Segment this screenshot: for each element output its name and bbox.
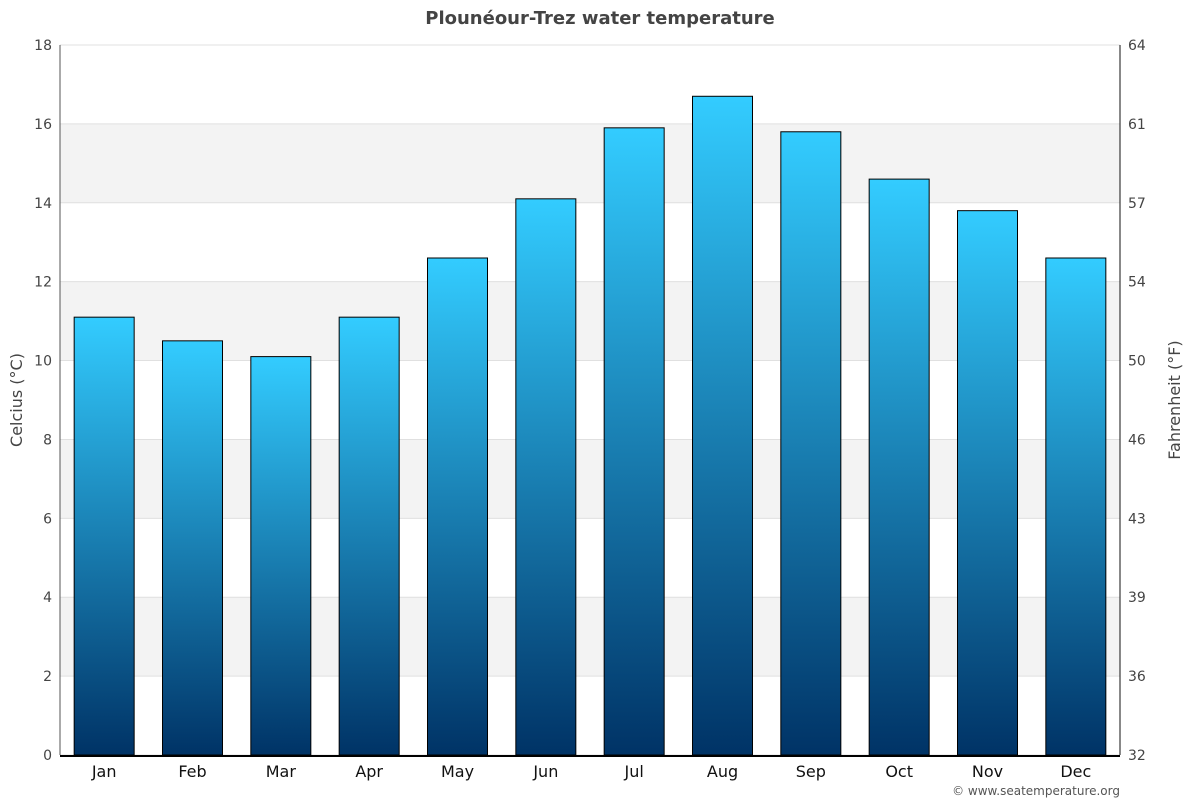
bar-feb: [162, 340, 223, 756]
bar-apr: [338, 316, 400, 756]
x-tick-label: Sep: [796, 762, 826, 781]
y-tick-label: 4: [43, 590, 52, 606]
y-tick-label: 18: [34, 38, 52, 54]
y2-tick-label: 46: [1128, 432, 1146, 448]
bar-dec: [1045, 257, 1107, 756]
y2-tick-label: 50: [1128, 354, 1146, 370]
bar-jul: [603, 127, 665, 756]
y2-tick-label: 43: [1128, 511, 1146, 527]
y2-tick-label: 36: [1128, 669, 1146, 685]
chart-title: Plounéour-Trez water temperature: [425, 8, 775, 29]
x-tick-label: Jul: [624, 762, 644, 781]
grid-band: [60, 281, 1120, 361]
y-tick-label: 14: [34, 196, 52, 212]
x-tick-label: Jun: [532, 762, 558, 781]
y-tick-label: 2: [43, 669, 52, 685]
bar-jan: [73, 316, 135, 756]
x-tick-label: Aug: [707, 762, 738, 781]
x-tick-label: Dec: [1060, 762, 1091, 781]
bar-may: [427, 257, 488, 756]
bar-nov: [957, 210, 1018, 756]
y2-tick-label: 64: [1128, 38, 1146, 54]
grid-band: [60, 123, 1120, 203]
credit-text: © www.seatemperature.org: [952, 784, 1120, 798]
y-tick-label: 6: [43, 511, 52, 527]
y2-tick-label: 61: [1128, 117, 1146, 133]
y2-tick-label: 57: [1128, 196, 1146, 212]
x-tick-label: Apr: [355, 762, 383, 781]
y-tick-label: 10: [34, 354, 52, 370]
x-tick-label: Jan: [91, 762, 117, 781]
y-tick-label: 12: [34, 275, 52, 291]
bar-aug: [692, 95, 753, 756]
x-tick-label: Oct: [885, 762, 913, 781]
y2-tick-label: 54: [1128, 275, 1146, 291]
y-tick-label: 0: [43, 748, 52, 764]
x-tick-label: Feb: [178, 762, 206, 781]
x-tick-label: May: [441, 762, 474, 781]
y-axis-label: Celcius (°C): [7, 353, 26, 447]
bar-jun: [515, 198, 577, 756]
grid-band: [60, 439, 1120, 519]
bar-mar: [250, 356, 312, 756]
x-tick-label: Mar: [266, 762, 297, 781]
y2-tick-label: 32: [1128, 748, 1146, 764]
y-tick-label: 16: [34, 117, 52, 133]
x-tick-label: Nov: [972, 762, 1003, 781]
y2-axis-label: Fahrenheit (°F): [1165, 340, 1184, 459]
bar-sep: [780, 131, 842, 756]
y-tick-label: 8: [43, 432, 52, 448]
bar-oct: [868, 178, 930, 756]
grid-band: [60, 597, 1120, 677]
y2-tick-label: 39: [1128, 590, 1146, 606]
